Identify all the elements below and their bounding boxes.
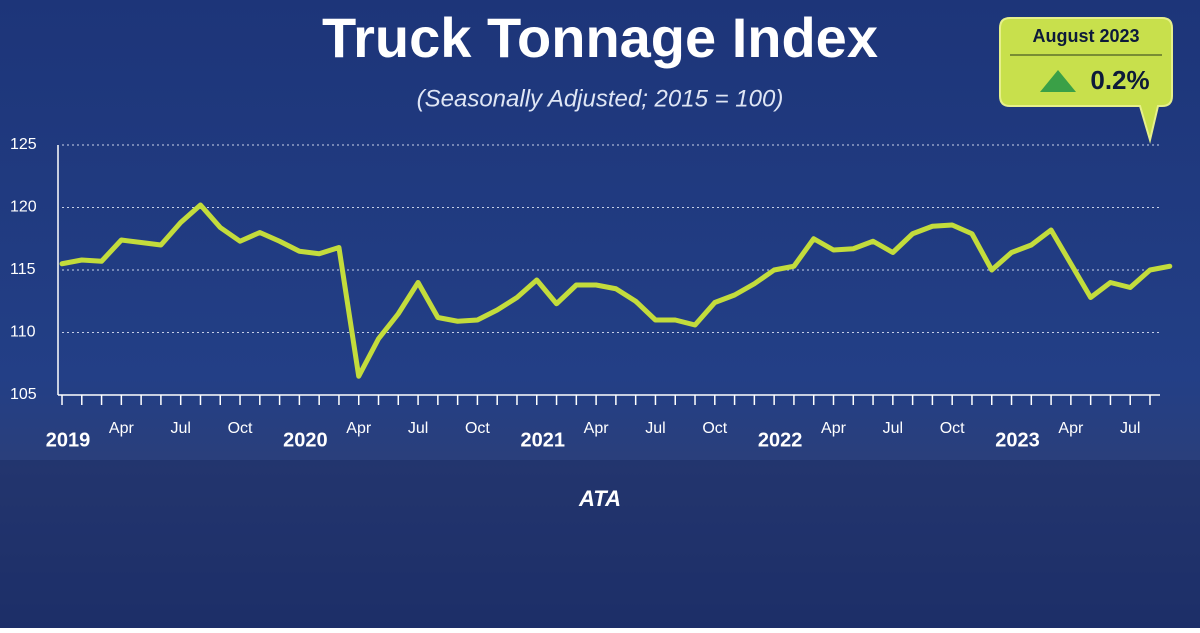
callout: August 2023 0.2% <box>999 17 1173 144</box>
callout-value: 0.2% <box>1090 65 1149 95</box>
x-tick-label: Oct <box>228 420 253 437</box>
line <box>59 202 1173 379</box>
x-tick-label: Jul <box>170 420 190 437</box>
x-tick-label: Apr <box>109 420 135 437</box>
y-tick-label: 110 <box>10 324 36 341</box>
callout-title: August 2023 <box>1032 26 1139 46</box>
x-tick-label: Jul <box>408 420 428 437</box>
x-tick-label: Apr <box>821 420 847 437</box>
x-tick-label: Apr <box>1058 420 1084 437</box>
x-tick-label: Oct <box>940 420 965 437</box>
callout-box <box>999 17 1173 144</box>
y-tick-label: 120 <box>10 199 37 216</box>
road <box>0 460 1200 628</box>
x-tick-label: Oct <box>702 420 727 437</box>
x-tick-label: Jul <box>1120 420 1140 437</box>
y-tick-label: 115 <box>10 261 36 278</box>
year-label: 2019 <box>46 429 91 451</box>
y-tick-label: 125 <box>10 136 37 153</box>
y-tick-label: 105 <box>10 386 37 403</box>
year-label: 2020 <box>283 429 328 451</box>
chart-subtitle: (Seasonally Adjusted; 2015 = 100) <box>417 85 784 112</box>
x-tick-label: Oct <box>465 420 490 437</box>
logo: ATA <box>578 486 621 511</box>
x-tick-label: Apr <box>584 420 610 437</box>
year-label: 2022 <box>758 429 803 451</box>
year-label: 2021 <box>521 429 566 451</box>
chart-title: Truck Tonnage Index <box>322 6 878 69</box>
up-arrow <box>1040 70 1076 92</box>
x-tick-label: Jul <box>645 420 665 437</box>
year-label: 2023 <box>995 429 1040 451</box>
x-tick-label: Apr <box>346 420 372 437</box>
x-tick-label: Jul <box>883 420 903 437</box>
